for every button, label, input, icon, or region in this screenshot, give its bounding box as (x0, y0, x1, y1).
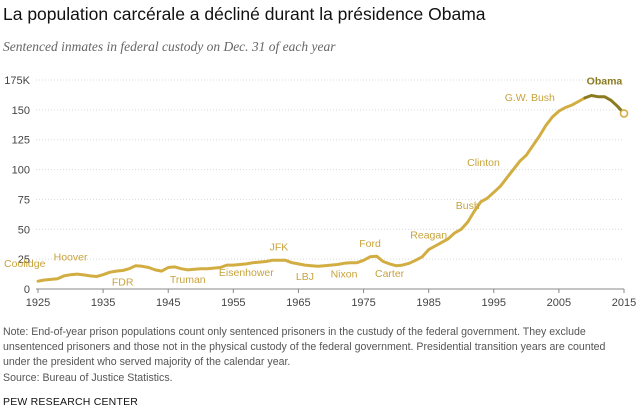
x-tick-label: 2015 (612, 297, 636, 309)
y-tick-label: 125 (12, 135, 30, 147)
president-label-truman: Truman (170, 274, 206, 286)
x-tick-label: 1945 (156, 297, 180, 309)
brand-logo-text: PEW RESEARCH CENTER (3, 396, 139, 408)
gridlines (36, 79, 624, 260)
series-line (36, 96, 587, 283)
x-tick-label: 1925 (26, 297, 50, 309)
president-label-carter: Carter (375, 268, 405, 280)
president-label-nixon: Nixon (331, 268, 358, 280)
president-label-g-w-bush: G.W. Bush (505, 92, 555, 104)
president-label-hoover: Hoover (54, 252, 88, 264)
y-tick-label: 25 (18, 254, 30, 266)
y-tick-label: 50 (18, 224, 30, 236)
x-tick-label: 1975 (351, 297, 375, 309)
president-label-clinton: Clinton (467, 157, 500, 169)
chart-subtitle: Sentenced inmates in federal custody on … (3, 39, 336, 54)
x-tick-label: 1955 (221, 297, 245, 309)
series-line-obama-highlight (583, 94, 626, 115)
x-tick-label: 2005 (547, 297, 571, 309)
end-point-marker (619, 109, 629, 118)
chart-note: Note: End-of-year prison populations cou… (3, 326, 606, 368)
president-labels: Coolidge Hoover FDR Truman Eisenhower JFK LBJ N… (4, 76, 622, 289)
y-tick-label: 175K (4, 75, 30, 87)
president-label-eisenhower: Eisenhower (219, 267, 274, 279)
president-label-ford: Ford (359, 238, 381, 250)
y-tick-label: 150 (12, 105, 30, 117)
president-label-fdr: FDR (112, 276, 134, 288)
president-label-lbj: LBJ (296, 271, 314, 283)
prison-population-line-chart: 0 25 50 75 100 125 150 175K 1925 1935 1945 1955 1965… (4, 75, 636, 309)
y-tick-label: 100 (12, 165, 30, 177)
chart-source: Source: Bureau of Justice Statistics. (3, 372, 173, 384)
president-label-bush: Bush (456, 200, 480, 212)
x-tick-label: 1965 (286, 297, 310, 309)
y-tick-label: 0 (24, 284, 30, 296)
president-label-jfk: JFK (270, 241, 289, 253)
x-tick-label: 1995 (482, 297, 506, 309)
data-lines (36, 94, 629, 283)
president-label-coolidge: Coolidge (4, 258, 46, 270)
chart-title: La population carcérale a décliné durant… (3, 4, 486, 24)
president-label-obama: Obama (587, 76, 623, 88)
x-tick-label: 1985 (416, 297, 440, 309)
president-label-reagan: Reagan (410, 230, 447, 242)
y-tick-label: 75 (18, 194, 30, 206)
x-tick-label: 1935 (91, 297, 115, 309)
axes: 0 25 50 75 100 125 150 175K 1925 1935 1945 1955 1965… (4, 75, 636, 309)
